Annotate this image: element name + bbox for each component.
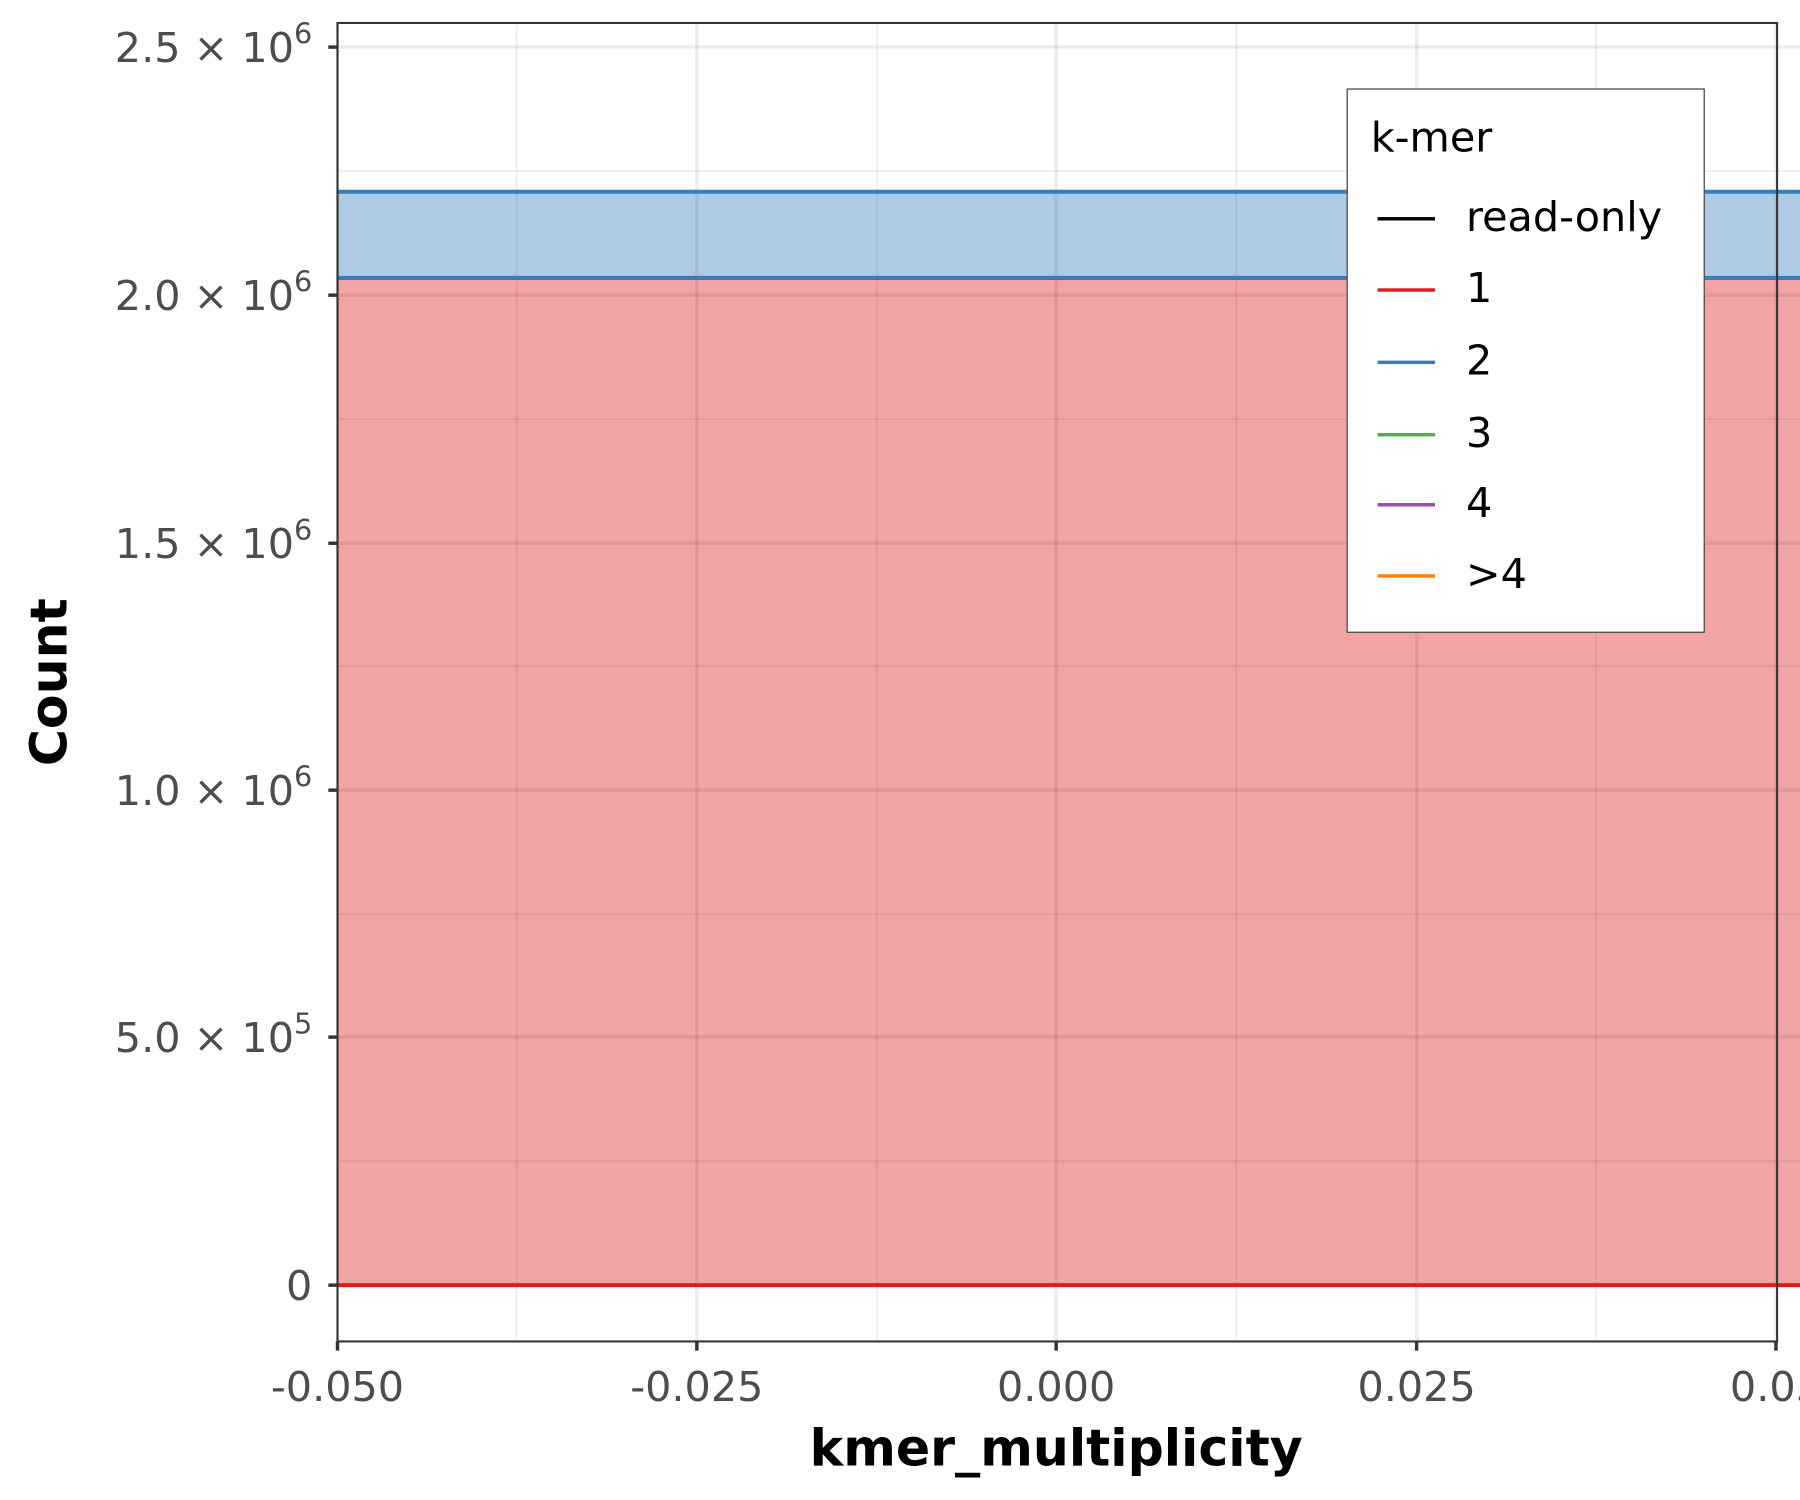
x-tick-1: -0.025 <box>630 1363 763 1411</box>
legend-item-4: 4 <box>1377 480 1493 528</box>
y-tick-1.5e6: 1.5 × 106 <box>115 513 312 568</box>
legend-key-icon <box>1377 573 1435 578</box>
legend-item-gt4: >4 <box>1377 551 1527 599</box>
y-tick-marks <box>328 45 338 1287</box>
y-tick-labels: 0 5.0 × 105 1.0 × 106 1.5 × 106 2.0 × 10… <box>115 17 312 1310</box>
y-tick-0: 0 <box>286 1262 312 1310</box>
y-tick-2e6: 2.0 × 106 <box>115 265 312 320</box>
legend-item-2: 2 <box>1377 337 1493 385</box>
legend-label: 2 <box>1465 337 1493 385</box>
legend-key-icon <box>1377 287 1435 292</box>
x-tick-4: 0.05 <box>1730 1363 1800 1411</box>
y-tick-1e6: 1.0 × 106 <box>115 760 312 815</box>
x-tick-labels: -0.050 -0.025 0.000 0.025 0.05 <box>271 1363 1800 1411</box>
legend-item-read-only: read-only <box>1377 194 1663 242</box>
legend: k-mer read-only 1 2 3 4 >4 <box>1346 88 1705 633</box>
x-tick-0: -0.050 <box>271 1363 404 1411</box>
legend-label: read-only <box>1465 194 1663 242</box>
x-tick-marks <box>335 1341 1778 1351</box>
legend-label: >4 <box>1465 551 1527 599</box>
x-axis-title: kmer_multiplicity <box>810 1418 1303 1477</box>
legend-key-icon <box>1377 432 1435 436</box>
y-tick-5e5: 5.0 × 105 <box>115 1007 312 1062</box>
legend-label: 3 <box>1465 410 1493 458</box>
legend-key-icon <box>1377 360 1435 364</box>
legend-label: 4 <box>1465 480 1493 528</box>
legend-item-1: 1 <box>1377 265 1493 313</box>
legend-title: k-mer <box>1370 114 1493 162</box>
y-tick-2.5e6: 2.5 × 106 <box>115 17 312 72</box>
y-axis-title: Count <box>20 598 79 766</box>
x-tick-2: 0.000 <box>997 1363 1115 1411</box>
legend-key-icon <box>1377 216 1435 220</box>
x-tick-3: 0.025 <box>1357 1363 1475 1411</box>
legend-label: 1 <box>1465 265 1493 313</box>
legend-item-3: 3 <box>1377 410 1493 458</box>
legend-key-icon <box>1377 502 1435 506</box>
